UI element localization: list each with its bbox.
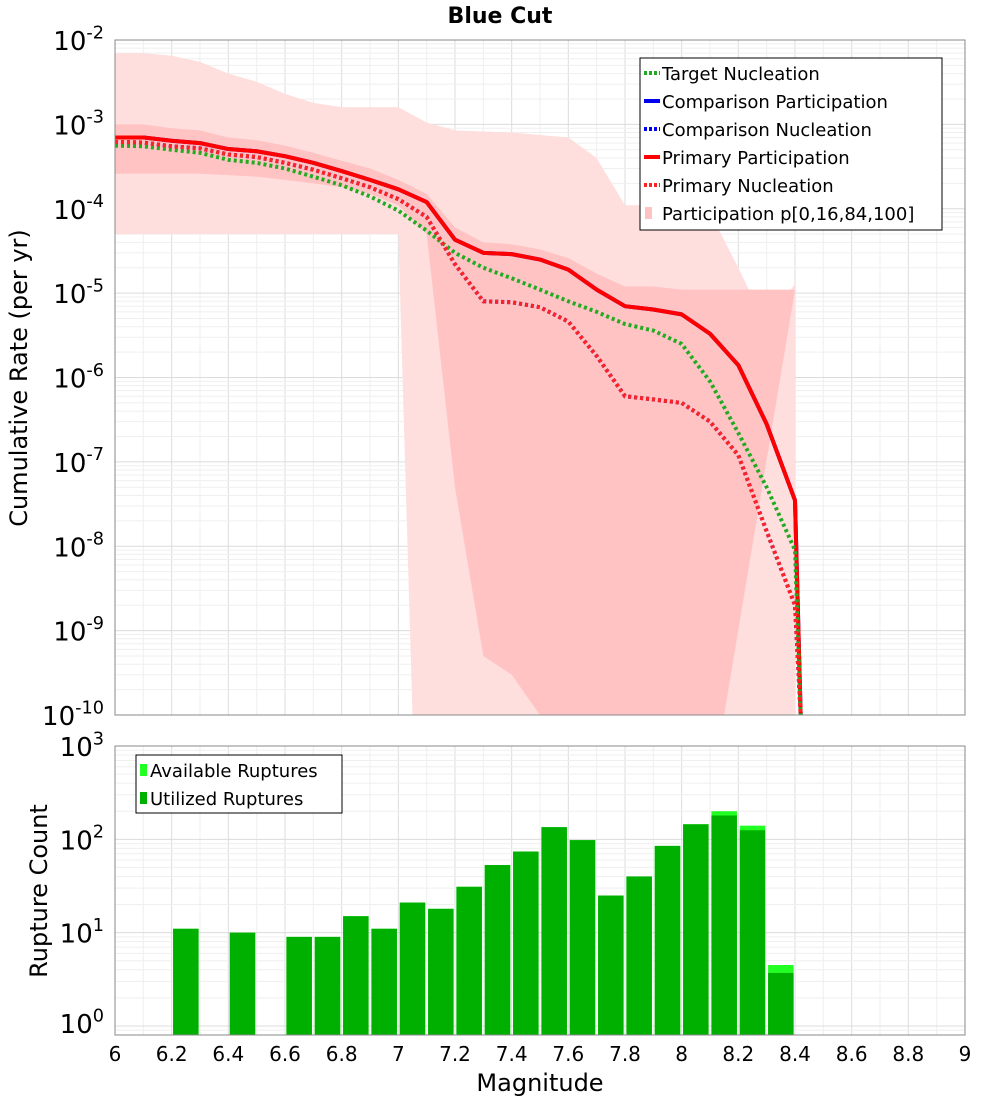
band-p16-p84 [115,124,795,715]
legend-label: Target Nucleation [661,64,820,85]
bar-utilized [428,908,454,1035]
bar-utilized [683,824,709,1035]
legend-label: Primary Participation [662,148,850,169]
top-y-axis-label: Cumulative Rate (per yr) [5,229,33,527]
bar-utilized [314,936,341,1035]
top-plot-frame [114,39,966,716]
y-tick-label: 10-2 [53,23,104,57]
y-tick-label: 10-8 [53,530,104,564]
bar-utilized [739,830,766,1035]
legend-swatch-participation-band [645,207,652,219]
legend-label: Participation p[0,16,84,100] [662,204,914,225]
y-tick-label: 100 [60,1006,104,1040]
x-tick-label: 8.2 [722,1042,754,1066]
legend-label: Utilized Ruptures [150,789,303,810]
x-tick-label: 6.4 [212,1042,244,1066]
series-line-primary-participation [115,135,803,716]
x-tick-label: 8.6 [836,1042,868,1066]
x-tick-label: 6.6 [269,1042,301,1066]
bar-utilized [456,886,482,1035]
x-tick-label: 7.6 [552,1042,584,1066]
bar-utilized [371,928,397,1035]
legend-label: Available Ruptures [150,761,318,782]
x-tick-label: 9 [959,1042,972,1066]
bar-utilized [399,902,426,1035]
chart-title: Blue Cut [448,4,553,29]
x-tick-label: 7.4 [496,1042,528,1066]
y-tick-label: 10-9 [53,614,104,648]
bar-utilized [173,928,199,1035]
y-tick-label: 10-6 [53,361,104,395]
legend-swatch-utilized-ruptures [140,792,147,804]
bar-utilized [286,936,312,1035]
x-tick-label: 8.4 [779,1042,811,1066]
bar-utilized [541,827,567,1035]
bar-utilized [484,865,511,1035]
legend-label: Primary Nucleation [662,176,834,197]
x-axis-label: Magnitude [476,1069,603,1097]
legend-label: Comparison Nucleation [662,120,872,141]
bar-utilized [711,815,737,1035]
bottom-plot-frame [114,745,966,1036]
y-tick-label: 10-4 [53,192,104,226]
x-tick-label: 6 [109,1042,122,1066]
bottom-y-axis-label: Rupture Count [25,804,53,978]
x-tick-label: 6.2 [156,1042,188,1066]
bar-utilized [626,876,652,1035]
x-tick-label: 6.8 [326,1042,358,1066]
bar-utilized [768,972,794,1035]
x-tick-label: 8.8 [892,1042,924,1066]
rate-plot: 10-2 10-3 10-4 10-5 10-6 10-7 10-8 10-9 10-10 Tar… [42,23,966,732]
y-tick-label: 103 [60,729,104,763]
y-tick-label: 102 [60,823,104,857]
y-tick-label: 10-10 [42,698,104,732]
y-tick-label: 10-5 [53,276,104,310]
series-line-target-nucleation [114,143,803,716]
x-tick-label: 7.8 [609,1042,641,1066]
top-legend [639,57,943,231]
bar-utilized [229,932,256,1035]
bottom-legend [135,754,343,814]
legend-swatch-available-ruptures [140,764,147,776]
bar-utilized [343,916,369,1035]
series-line-primary-nucleation [114,139,803,716]
y-tick-label: 101 [60,916,104,950]
bar-utilized [598,895,624,1035]
x-tick-label: 7 [392,1042,405,1066]
bar-utilized [569,840,596,1035]
legend-label: Comparison Participation [662,92,888,113]
bar-utilized [654,845,681,1035]
y-tick-label: 10-3 [53,108,104,142]
x-tick-label: 8 [675,1042,688,1066]
y-tick-label: 10-7 [53,445,104,479]
bar-utilized [513,851,539,1035]
x-tick-label: 7.2 [439,1042,471,1066]
